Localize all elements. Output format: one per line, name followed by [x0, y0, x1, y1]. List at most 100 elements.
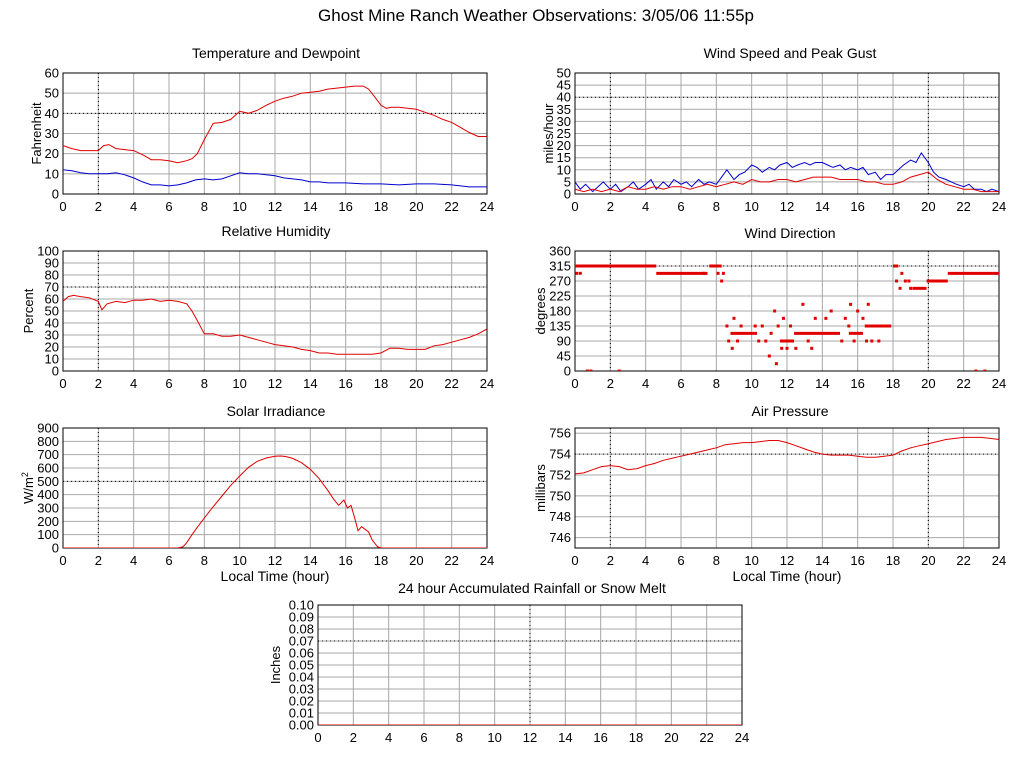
- x-tick-label: 18: [374, 553, 388, 568]
- y-axis-label-text: Fahrenheit: [29, 102, 44, 165]
- y-tick-label: 90: [557, 334, 571, 349]
- x-tick-label: 16: [850, 376, 864, 391]
- wind-direction-point: [767, 354, 771, 358]
- y-axis-label-text: W/m: [21, 477, 36, 504]
- y-axis-label-text: degrees: [533, 287, 548, 334]
- wind-direction-point: [866, 302, 870, 306]
- wind-direction-point: [840, 339, 844, 343]
- y-axis-label-superscript: 2: [20, 472, 30, 477]
- x-tick-label: 6: [165, 376, 172, 391]
- wind-direction-point: [824, 316, 828, 320]
- x-tick-label: 14: [815, 376, 829, 391]
- y-tick-label: 500: [37, 474, 59, 489]
- grid: [574, 250, 1000, 372]
- x-tick-label: 8: [713, 199, 720, 214]
- x-tick-label: 20: [409, 553, 423, 568]
- chart-title: Relative Humidity: [222, 223, 331, 239]
- x-tick-label: 10: [744, 199, 758, 214]
- x-tick-label: 16: [593, 730, 607, 745]
- x-tick-label: 14: [815, 199, 829, 214]
- y-tick-label: 900: [37, 421, 59, 436]
- x-tick-label: 10: [744, 553, 758, 568]
- x-tick-label: 14: [303, 376, 317, 391]
- x-tick-label: 8: [201, 376, 208, 391]
- series-line-0: [575, 151, 999, 193]
- wind-direction-point: [909, 286, 913, 290]
- wind-direction-point: [794, 346, 798, 350]
- y-tick-label: 0.09: [289, 610, 314, 625]
- x-tick-label: 20: [409, 199, 423, 214]
- chart-title: Wind Direction: [744, 225, 835, 241]
- chart-title: Temperature and Dewpoint: [192, 45, 360, 61]
- x-tick-label: 4: [130, 553, 137, 568]
- x-tick-label: 2: [95, 376, 102, 391]
- y-tick-label: 30: [557, 114, 571, 129]
- y-tick-label: 20: [45, 146, 59, 161]
- wind-direction-point: [585, 369, 589, 371]
- x-tick-label: 20: [921, 199, 935, 214]
- x-tick-label: 16: [850, 553, 864, 568]
- x-tick-label: 10: [487, 730, 501, 745]
- y-tick-label: 35: [557, 102, 571, 117]
- wind-direction-point: [789, 324, 793, 328]
- x-tick-label: 20: [921, 553, 935, 568]
- wind-direction-point: [617, 369, 621, 371]
- x-axis-label: Local Time (hour): [221, 568, 330, 584]
- y-axis-label: Percent: [21, 288, 36, 333]
- wind-direction-point: [983, 369, 987, 371]
- wind-direction-point: [716, 271, 720, 275]
- x-tick-label: 22: [956, 376, 970, 391]
- y-tick-label: 0.01: [289, 706, 314, 721]
- y-tick-label: 752: [549, 467, 571, 482]
- x-tick-label: 4: [642, 553, 649, 568]
- x-tick-label: 14: [815, 553, 829, 568]
- wind-direction-point: [739, 324, 743, 328]
- y-tick-label: 748: [549, 509, 571, 524]
- y-tick-label: 756: [549, 426, 571, 441]
- x-tick-label: 0: [59, 376, 66, 391]
- x-tick-label: 2: [607, 199, 614, 214]
- y-tick-label: 50: [45, 304, 59, 319]
- y-axis-label-text: Percent: [21, 288, 36, 333]
- x-tick-label: 0: [59, 199, 66, 214]
- x-tick-label: 22: [444, 553, 458, 568]
- x-tick-label: 0: [59, 553, 66, 568]
- x-tick-label: 10: [232, 553, 246, 568]
- series-line-1: [63, 169, 487, 188]
- x-tick-label: 4: [130, 199, 137, 214]
- y-axis-label-text: Inches: [268, 645, 283, 684]
- plot-frame: [574, 250, 1000, 372]
- wind-direction-point: [732, 316, 736, 320]
- data-layer: [575, 264, 999, 371]
- y-tick-label: 30: [45, 328, 59, 343]
- x-tick-label: 6: [420, 730, 427, 745]
- wind-direction-point: [903, 279, 907, 283]
- x-tick-label: 12: [780, 376, 794, 391]
- y-tick-label: 0: [52, 364, 59, 379]
- x-tick-label: 4: [642, 199, 649, 214]
- y-axis-label: degrees: [533, 287, 548, 334]
- chart-rain: 24 hour Accumulated Rainfall or Snow Mel…: [268, 580, 749, 745]
- page-title: Ghost Mine Ranch Weather Observations: 3…: [318, 6, 754, 25]
- wind-direction-point: [907, 279, 911, 283]
- series-line-0: [63, 455, 487, 548]
- x-tick-label: 6: [165, 553, 172, 568]
- x-tick-label: 6: [165, 199, 172, 214]
- wind-direction-point: [736, 339, 740, 343]
- y-tick-label: 15: [557, 150, 571, 165]
- x-tick-label: 8: [456, 730, 463, 745]
- wind-direction-point: [829, 309, 833, 313]
- x-tick-label: 16: [850, 199, 864, 214]
- y-tick-label: 20: [557, 138, 571, 153]
- y-tick-label: 750: [549, 488, 571, 503]
- wind-direction-point: [578, 271, 582, 275]
- wind-direction-point: [727, 339, 731, 343]
- x-tick-label: 8: [201, 199, 208, 214]
- plot-frame: [62, 250, 488, 372]
- y-tick-label: 0.04: [289, 670, 314, 685]
- wind-direction-point: [895, 279, 899, 283]
- y-tick-label: 60: [45, 66, 59, 81]
- x-tick-label: 4: [130, 376, 137, 391]
